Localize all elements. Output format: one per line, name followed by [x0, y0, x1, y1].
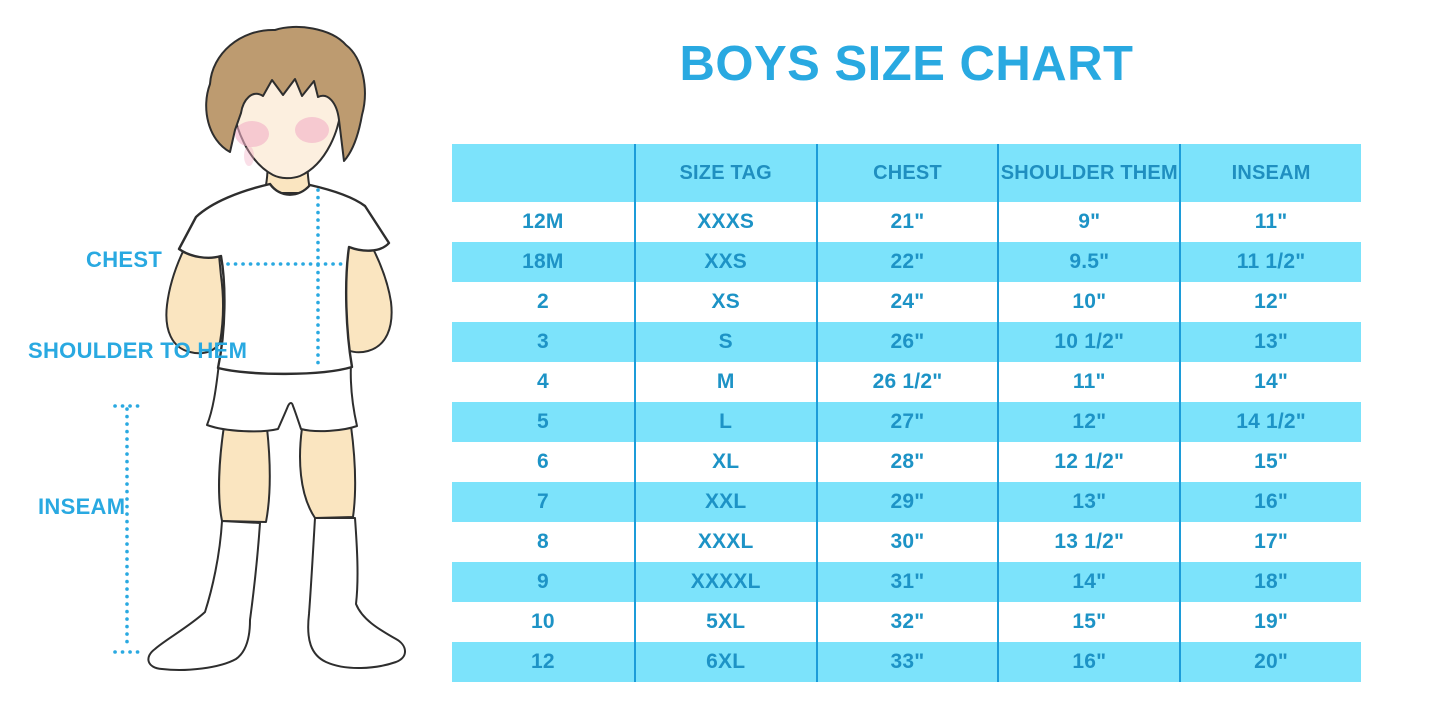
blush-cheeks [235, 117, 329, 166]
table-cell: 18M [522, 250, 564, 273]
table-cell: 5 [536, 410, 549, 433]
table-cell: 30" [815, 522, 998, 562]
table-cell: 10 [531, 610, 555, 633]
table-row: 7 XXL 29" 13" 16" [452, 482, 1361, 522]
table-cell: 26 1/2" [815, 362, 998, 402]
table-row: 8 XXXL 30" 13 1/2" 17" [452, 522, 1361, 562]
table-cell: 5XL [633, 602, 816, 642]
table-cell: 24" [815, 282, 998, 322]
table-cell: 6XL [633, 642, 816, 682]
table-cell: 13 1/2" [997, 522, 1179, 562]
page-title: BOYS SIZE CHART [679, 37, 1134, 91]
table-row: 3 S 26" 10 1/2" 13" [452, 322, 1361, 362]
header-cell-chest: CHEST [815, 144, 998, 202]
table-cell: 18" [1179, 562, 1361, 602]
chest-label: CHEST [86, 247, 163, 272]
table-cell: 6 [536, 450, 549, 473]
table-cell: 14 1/2" [1179, 402, 1361, 442]
table-cell: 17" [1179, 522, 1361, 562]
left-sock-shape [147, 520, 261, 671]
table-cell: 11" [997, 362, 1179, 402]
table-cell: 8 [536, 530, 549, 553]
hair-shape [205, 26, 366, 162]
table-cell: 12M [522, 210, 564, 233]
table-cell: 12" [997, 402, 1179, 442]
inseam-label: INSEAM [38, 494, 126, 519]
table-cell: 15" [1179, 442, 1361, 482]
table-cell: 19" [1179, 602, 1361, 642]
table-cell: 11" [1179, 202, 1361, 242]
table-row: 4 M 26 1/2" 11" 14" [452, 362, 1361, 402]
table-cell: 2 [536, 290, 549, 313]
header-cell-size [452, 144, 634, 202]
table-cell: 12 1/2" [997, 442, 1179, 482]
table-cell: 13" [997, 482, 1179, 522]
table-cell: 3 [536, 330, 549, 353]
size-table: SIZE TAG CHEST SHOULDER THEM INSEAM 12M X… [452, 144, 1361, 682]
table-cell: 32" [815, 602, 998, 642]
table-cell: 33" [815, 642, 998, 682]
table-cell: XXL [633, 482, 816, 522]
table-cell: 9.5" [997, 242, 1179, 282]
table-cell: 14" [1179, 362, 1361, 402]
table-cell: 12 [531, 650, 555, 673]
table-cell: XXS [633, 242, 816, 282]
table-cell: XXXL [633, 522, 816, 562]
table-cell: XXXXL [633, 562, 816, 602]
table-cell: 15" [997, 602, 1179, 642]
table-cell: 4 [536, 370, 549, 393]
size-table-body: 12M XXXS 21" 9" 11" 18M XXS 22" 9.5" 11 1/2" 2 XS 24… [452, 202, 1361, 682]
tshirt-shape [177, 182, 391, 376]
table-cell: XXXS [633, 202, 816, 242]
table-cell: XL [633, 442, 816, 482]
table-row: 10 5XL 32" 15" 19" [452, 602, 1361, 642]
table-cell: 27" [815, 402, 998, 442]
table-cell: 31" [815, 562, 998, 602]
left-leg-shape [218, 425, 271, 523]
header-cell-inseam: INSEAM [1179, 144, 1361, 202]
table-cell: 10" [997, 282, 1179, 322]
table-cell: 9 [536, 570, 549, 593]
table-row: 18M XXS 22" 9.5" 11 1/2" [452, 242, 1361, 282]
table-cell: XS [633, 282, 816, 322]
table-cell: 10 1/2" [997, 322, 1179, 362]
table-row: 2 XS 24" 10" 12" [452, 282, 1361, 322]
table-cell: 20" [1179, 642, 1361, 682]
table-cell: 22" [815, 242, 998, 282]
right-leg-shape [299, 425, 357, 519]
table-cell: 16" [997, 642, 1179, 682]
table-cell: 12" [1179, 282, 1361, 322]
table-cell: 14" [997, 562, 1179, 602]
table-cell: M [633, 362, 816, 402]
boy-measurement-illustration [113, 26, 406, 671]
table-cell: 16" [1179, 482, 1361, 522]
table-cell: 21" [815, 202, 998, 242]
table-cell: 7 [536, 490, 549, 513]
table-cell: S [633, 322, 816, 362]
table-row: 6 XL 28" 12 1/2" 15" [452, 442, 1361, 482]
shorts-shape [206, 362, 358, 433]
table-cell: 26" [815, 322, 998, 362]
right-sock-shape [307, 517, 406, 670]
table-cell: 13" [1179, 322, 1361, 362]
header-cell-shoulder-hem: SHOULDER THEM [997, 144, 1179, 202]
table-row: 9 XXXXL 31" 14" 18" [452, 562, 1361, 602]
table-cell: L [633, 402, 816, 442]
table-row: 12M XXXS 21" 9" 11" [452, 202, 1361, 242]
table-cell: 28" [815, 442, 998, 482]
table-cell: 29" [815, 482, 998, 522]
header-cell-size-tag: SIZE TAG [633, 144, 816, 202]
shoulder-to-hem-label: SHOULDER TO HEM [28, 338, 248, 363]
size-table-header: SIZE TAG CHEST SHOULDER THEM INSEAM [452, 144, 1361, 202]
table-cell: 11 1/2" [1179, 242, 1361, 282]
table-cell: 9" [997, 202, 1179, 242]
table-row: 5 L 27" 12" 14 1/2" [452, 402, 1361, 442]
table-row: 12 6XL 33" 16" 20" [452, 642, 1361, 682]
